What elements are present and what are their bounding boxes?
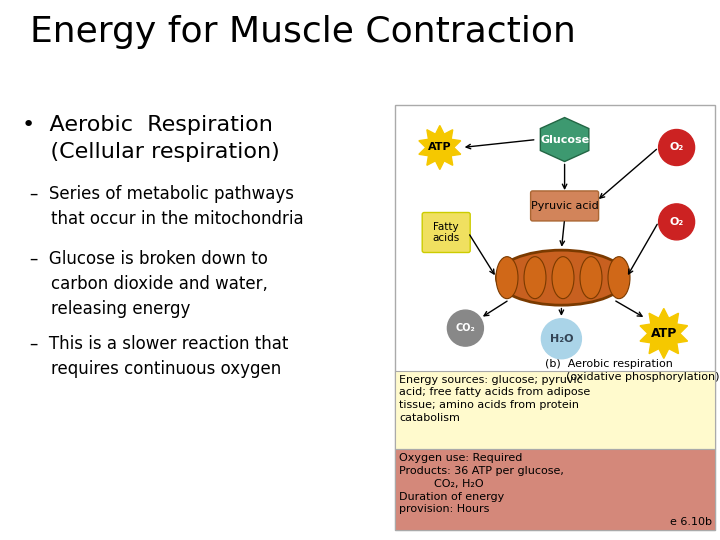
Circle shape: [659, 204, 695, 240]
Polygon shape: [640, 308, 688, 359]
Text: Energy sources: glucose; pyruvic
acid; free fatty acids from adipose
tissue; ami: Energy sources: glucose; pyruvic acid; f…: [399, 375, 590, 423]
Ellipse shape: [608, 256, 630, 299]
Ellipse shape: [580, 256, 602, 299]
Polygon shape: [540, 118, 589, 161]
Text: e 6.10b: e 6.10b: [670, 517, 712, 527]
Text: Pyruvic acid: Pyruvic acid: [531, 201, 598, 211]
Text: H₂O: H₂O: [549, 334, 573, 344]
Ellipse shape: [552, 256, 574, 299]
Bar: [395, 370, 715, 449]
Ellipse shape: [496, 256, 518, 299]
Text: –  This is a slower reaction that
    requires continuous oxygen: – This is a slower reaction that require…: [30, 335, 289, 378]
Text: –  Series of metabolic pathways
    that occur in the mitochondria: – Series of metabolic pathways that occu…: [30, 185, 304, 228]
Circle shape: [541, 319, 582, 359]
Text: Oxygen use: Required
Products: 36 ATP per glucose,
          CO₂, H₂O
Duration o: Oxygen use: Required Products: 36 ATP pe…: [399, 453, 564, 515]
Circle shape: [659, 130, 695, 165]
Circle shape: [447, 310, 483, 346]
Text: O₂: O₂: [670, 143, 684, 152]
Ellipse shape: [524, 256, 546, 299]
Text: Glucose: Glucose: [540, 134, 589, 145]
FancyBboxPatch shape: [422, 213, 470, 253]
Text: ATP: ATP: [428, 143, 451, 152]
Ellipse shape: [496, 250, 626, 305]
Text: CO₂: CO₂: [456, 323, 475, 333]
Bar: [395, 449, 715, 530]
Text: ATP: ATP: [651, 327, 677, 340]
Text: O₂: O₂: [670, 217, 684, 227]
Polygon shape: [419, 125, 461, 170]
Text: (b)  Aerobic respiration
      (oxidative phosphorylation): (b) Aerobic respiration (oxidative phosp…: [546, 360, 720, 382]
Text: •  Aerobic  Respiration: • Aerobic Respiration: [22, 115, 273, 135]
Text: (Cellular respiration): (Cellular respiration): [22, 142, 280, 162]
FancyBboxPatch shape: [531, 191, 598, 221]
Text: Fatty
acids: Fatty acids: [433, 222, 460, 244]
Text: Energy for Muscle Contraction: Energy for Muscle Contraction: [30, 15, 576, 49]
Bar: [395, 105, 715, 530]
Text: –  Glucose is broken down to
    carbon dioxide and water,
    releasing energy: – Glucose is broken down to carbon dioxi…: [30, 250, 268, 318]
